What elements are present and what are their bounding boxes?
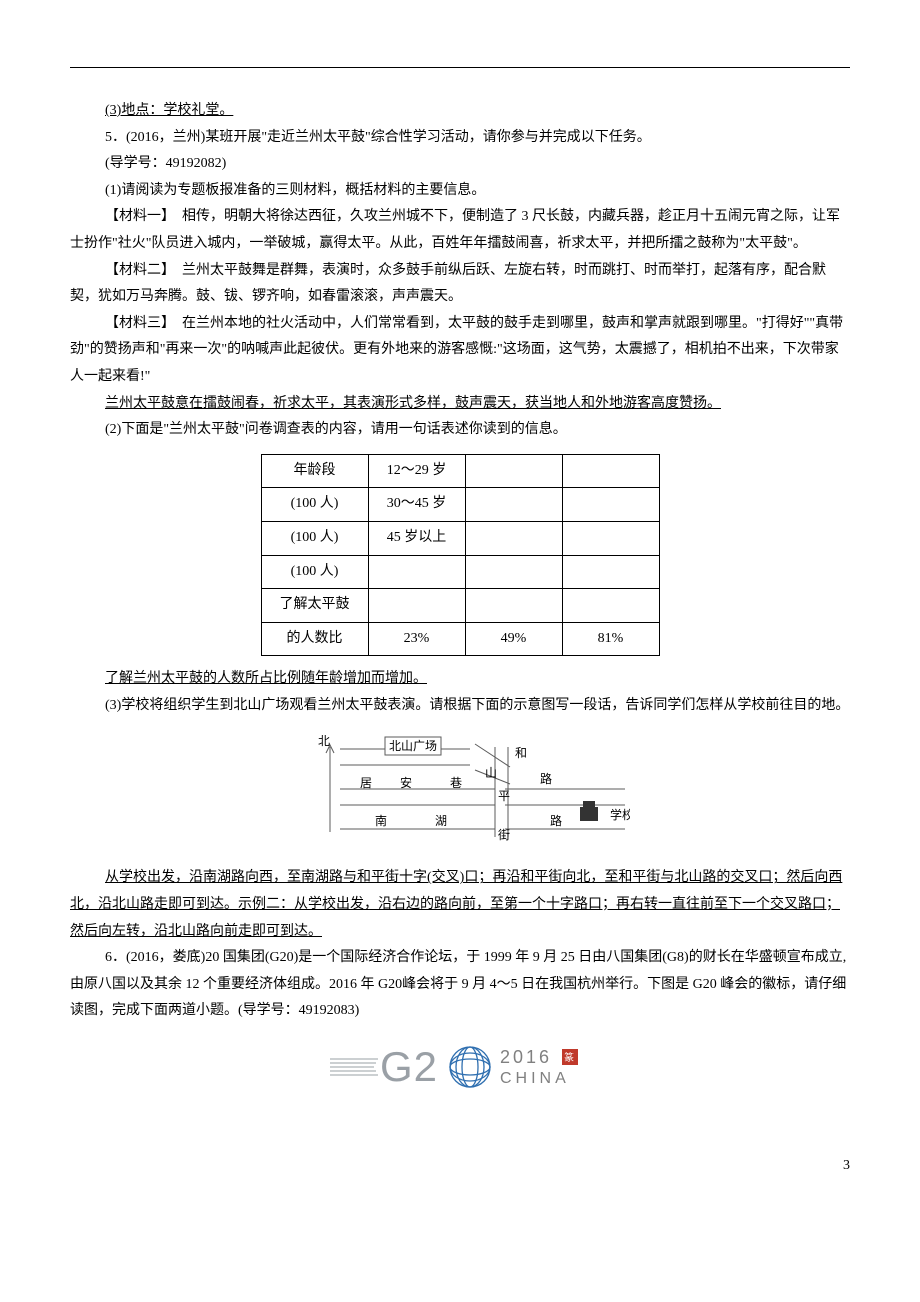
table-cell: 的人数比 bbox=[261, 622, 368, 656]
table-row: (100 人)30～45 岁 bbox=[261, 488, 659, 522]
table-cell bbox=[465, 555, 562, 589]
g20-logo: G2 2016 篆 CHINA bbox=[330, 1033, 590, 1103]
map-lu1: 路 bbox=[540, 771, 552, 786]
table-cell: 49% bbox=[465, 622, 562, 656]
map-ju: 居 bbox=[360, 776, 372, 790]
logo-year: 2016 bbox=[500, 1047, 552, 1067]
table-row: 的人数比23%49%81% bbox=[261, 622, 659, 656]
q5-2-answer-text: 了解兰州太平鼓的人数所占比例随年龄增加而增加。 bbox=[105, 671, 427, 686]
table-cell: 年龄段 bbox=[261, 454, 368, 488]
map-shan: 山 bbox=[485, 766, 497, 780]
table-row: 了解太平鼓 bbox=[261, 589, 659, 623]
map-he: 和 bbox=[515, 746, 527, 760]
material-2: 【材料二】 兰州太平鼓舞是群舞，表演时，众多鼓手前纵后跃、左旋右转，时而跳打、时… bbox=[70, 258, 850, 311]
q5-2-answer: 了解兰州太平鼓的人数所占比例随年龄增加而增加。 bbox=[70, 666, 850, 693]
survey-table: 年龄段12～29 岁(100 人)30～45 岁(100 人)45 岁以上(10… bbox=[261, 454, 660, 657]
table-cell bbox=[562, 589, 659, 623]
table-cell bbox=[562, 555, 659, 589]
logo-country: CHINA bbox=[500, 1070, 570, 1087]
table-cell bbox=[562, 521, 659, 555]
q5-part1: (1)请阅读为专题板报准备的三则材料，概括材料的主要信息。 bbox=[70, 178, 850, 205]
q5-1-answer-text: 兰州太平鼓意在擂鼓闹春，祈求太平，其表演形式多样，鼓声震天，获当地人和外地游客高… bbox=[105, 396, 721, 411]
q6-intro: 6．(2016，娄底)20 国集团(G20)是一个国际经济合作论坛，于 1999… bbox=[70, 945, 850, 1025]
route-map: 北山广场 北 和 山 居 安 巷 平 路 南 湖 街 路 学校 bbox=[290, 727, 630, 857]
q4-location-text: (3)地点：学校礼堂。 bbox=[105, 103, 233, 118]
table-cell: 45 岁以上 bbox=[368, 521, 465, 555]
table-row: (100 人) bbox=[261, 555, 659, 589]
table-cell: 30～45 岁 bbox=[368, 488, 465, 522]
map-lu2: 路 bbox=[550, 813, 562, 828]
table-cell: (100 人) bbox=[261, 555, 368, 589]
table-cell bbox=[368, 555, 465, 589]
material-1-label: 【材料一】 bbox=[105, 209, 168, 224]
table-cell: 了解太平鼓 bbox=[261, 589, 368, 623]
map-nan: 南 bbox=[375, 813, 387, 828]
map-jie: 街 bbox=[498, 828, 510, 842]
material-2-body: 兰州太平鼓舞是群舞，表演时，众多鼓手前纵后跃、左旋右转，时而跳打、时而举打，起落… bbox=[70, 263, 826, 305]
table-row: (100 人)45 岁以上 bbox=[261, 521, 659, 555]
page-number: 3 bbox=[70, 1153, 850, 1180]
material-3-body: 在兰州本地的社火活动中，人们常常看到，太平鼓的鼓手走到哪里，鼓声和掌声就跟到哪里… bbox=[70, 316, 843, 384]
map-ping: 平 bbox=[498, 789, 510, 803]
table-cell bbox=[465, 521, 562, 555]
q5-part2: (2)下面是"兰州太平鼓"问卷调查表的内容，请用一句话表述你读到的信息。 bbox=[70, 417, 850, 444]
material-3-label: 【材料三】 bbox=[105, 316, 168, 331]
table-cell: 12～29 岁 bbox=[368, 454, 465, 488]
table-cell bbox=[562, 488, 659, 522]
table-cell: 81% bbox=[562, 622, 659, 656]
material-2-label: 【材料二】 bbox=[105, 263, 168, 278]
q5-1-answer: 兰州太平鼓意在擂鼓闹春，祈求太平，其表演形式多样，鼓声震天，获当地人和外地游客高… bbox=[70, 391, 850, 418]
q5-3-answer-text: 从学校出发，沿南湖路向西，至南湖路与和平街十字(交叉)口；再沿和平街向北，至和平… bbox=[70, 870, 842, 938]
material-1-body: 相传，明朝大将徐达西征，久攻兰州城不下，便制造了 3 尺长鼓，内藏兵器，趁正月十… bbox=[70, 209, 840, 251]
logo-g2: G2 bbox=[380, 1043, 438, 1090]
table-cell bbox=[465, 589, 562, 623]
map-xiang: 巷 bbox=[450, 776, 462, 790]
table-row: 年龄段12～29 岁 bbox=[261, 454, 659, 488]
table-cell: 23% bbox=[368, 622, 465, 656]
material-1: 【材料一】 相传，明朝大将徐达西征，久攻兰州城不下，便制造了 3 尺长鼓，内藏兵… bbox=[70, 204, 850, 257]
logo-seal-char: 篆 bbox=[564, 1051, 574, 1064]
map-place: 北山广场 bbox=[389, 739, 437, 753]
table-cell bbox=[562, 454, 659, 488]
school-icon bbox=[580, 807, 598, 821]
top-rule bbox=[70, 67, 850, 68]
map-north: 北 bbox=[318, 734, 330, 748]
table-cell bbox=[465, 488, 562, 522]
table-cell bbox=[368, 589, 465, 623]
table-cell bbox=[465, 454, 562, 488]
table-cell: (100 人) bbox=[261, 521, 368, 555]
q5-intro: 5．(2016，兰州)某班开展"走近兰州太平鼓"综合性学习活动，请你参与并完成以… bbox=[70, 125, 850, 152]
q5-part3: (3)学校将组织学生到北山广场观看兰州太平鼓表演。请根据下面的示意图写一段话，告… bbox=[70, 693, 850, 720]
map-school: 学校 bbox=[610, 807, 630, 822]
table-cell: (100 人) bbox=[261, 488, 368, 522]
q5-3-answer: 从学校出发，沿南湖路向西，至南湖路与和平街十字(交叉)口；再沿和平街向北，至和平… bbox=[70, 865, 850, 945]
map-an: 安 bbox=[400, 775, 412, 790]
q5-guide-num: (导学号：49192082) bbox=[70, 151, 850, 178]
map-hu: 湖 bbox=[435, 813, 447, 828]
material-3: 【材料三】 在兰州本地的社火活动中，人们常常看到，太平鼓的鼓手走到哪里，鼓声和掌… bbox=[70, 311, 850, 391]
q4-location: (3)地点：学校礼堂。 bbox=[70, 98, 850, 125]
